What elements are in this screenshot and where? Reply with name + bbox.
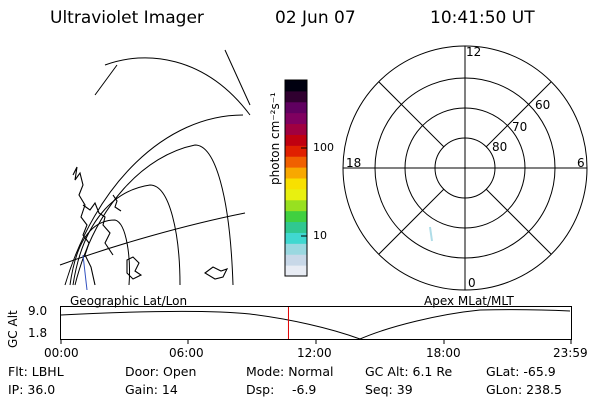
colorbar-stripe bbox=[285, 243, 307, 255]
geo-terminator bbox=[82, 254, 88, 290]
geo-lat-arc bbox=[104, 57, 251, 116]
status-mode: Mode: Normal bbox=[246, 364, 334, 379]
gc-alt-curve bbox=[60, 309, 571, 340]
mlt-label-6: 6 bbox=[577, 156, 585, 170]
gc-alt-timeline bbox=[60, 306, 572, 344]
geo-coastline bbox=[72, 166, 96, 286]
geo-lat-arc bbox=[64, 114, 244, 286]
colorbar-stripe bbox=[285, 232, 307, 244]
status-dsp-label: Dsp: bbox=[246, 382, 275, 397]
polar-faint-emission bbox=[429, 226, 433, 242]
colorbar-stripe bbox=[285, 210, 307, 223]
status-glon: GLon: 238.5 bbox=[486, 382, 562, 397]
colorbar-stripe bbox=[285, 188, 307, 201]
colorbar-tick-100: 100 bbox=[313, 141, 334, 154]
polar-diagonal bbox=[378, 188, 445, 255]
instrument-title: Ultraviolet Imager bbox=[50, 8, 204, 28]
timeline-xtick-1800: 18:00 bbox=[426, 346, 461, 360]
colorbar-stripe bbox=[285, 90, 307, 103]
date-label: 02 Jun 07 bbox=[275, 8, 356, 28]
geo-coastline bbox=[204, 266, 229, 280]
timeline-ylabel: GC Alt bbox=[6, 310, 20, 348]
colorbar-tick-10: 10 bbox=[313, 229, 327, 242]
polar-diagonal bbox=[485, 81, 552, 148]
mlat-label-60: 60 bbox=[535, 98, 551, 112]
colorbar-stripe bbox=[285, 199, 307, 212]
status-glat: GLat: -65.9 bbox=[486, 364, 556, 379]
color-scale-bar bbox=[284, 79, 308, 277]
colorbar-stripe bbox=[285, 265, 307, 277]
timeline-ytick-top: 9.0 bbox=[28, 304, 48, 318]
timeline-xtick-0000: 00:00 bbox=[44, 346, 79, 360]
geo-coastline bbox=[126, 256, 143, 280]
mlt-label-0: 0 bbox=[468, 276, 476, 290]
time-label: 10:41:50 UT bbox=[430, 8, 535, 28]
colorbar-stripe bbox=[285, 254, 307, 266]
status-seq: Seq: 39 bbox=[365, 382, 413, 397]
mlt-label-18: 18 bbox=[346, 156, 362, 170]
geo-lon-line bbox=[224, 49, 251, 106]
colorbar-stripe bbox=[285, 167, 307, 179]
colorbar-stripe bbox=[285, 112, 307, 125]
colorbar-stripe bbox=[285, 80, 307, 92]
geo-lat-arc bbox=[74, 144, 234, 286]
colorbar-stripe bbox=[285, 221, 307, 233]
status-ip: IP: 36.0 bbox=[8, 382, 56, 397]
geo-coastline bbox=[82, 201, 114, 256]
mlat-label-70: 70 bbox=[512, 120, 528, 134]
status-gain: Gain: 14 bbox=[125, 382, 178, 397]
colorbar-stripe bbox=[285, 178, 307, 190]
geo-lat-arc bbox=[72, 184, 181, 286]
colorbar-stripe bbox=[285, 134, 307, 146]
timeline-xtick-0600: 06:00 bbox=[169, 346, 204, 360]
status-door: Door: Open bbox=[125, 364, 197, 379]
geo-lat-arc bbox=[69, 219, 130, 286]
timeline-ytick-bottom: 1.8 bbox=[28, 326, 48, 340]
colorbar-stripe bbox=[285, 101, 307, 114]
apex-polar-plot bbox=[342, 45, 588, 291]
geo-lon-line bbox=[59, 212, 246, 266]
colorbar-unit-label: photon cm⁻²s⁻¹ bbox=[268, 92, 282, 185]
timeline-xtick-2359: 23:59 bbox=[553, 346, 588, 360]
polar-diagonal bbox=[485, 188, 552, 255]
colorbar-stripe bbox=[285, 145, 307, 157]
mlat-label-80: 80 bbox=[492, 140, 508, 154]
status-gc-alt: GC Alt: 6.1 Re bbox=[365, 364, 453, 379]
geo-lon-line bbox=[94, 64, 118, 96]
status-dsp-value: -6.9 bbox=[292, 382, 317, 397]
colorbar-stripe bbox=[285, 123, 307, 135]
geographic-map bbox=[59, 49, 251, 290]
colorbar-stripe bbox=[285, 156, 307, 168]
timeline-xtick-1200: 12:00 bbox=[297, 346, 332, 360]
status-filter: Flt: LBHL bbox=[8, 364, 64, 379]
geo-panel-label: Geographic Lat/Lon bbox=[70, 294, 188, 308]
polar-panel-label: Apex MLat/MLT bbox=[424, 294, 514, 308]
polar-diagonal bbox=[378, 81, 445, 148]
geo-coastline bbox=[112, 194, 122, 212]
mlt-label-12: 12 bbox=[466, 45, 482, 59]
